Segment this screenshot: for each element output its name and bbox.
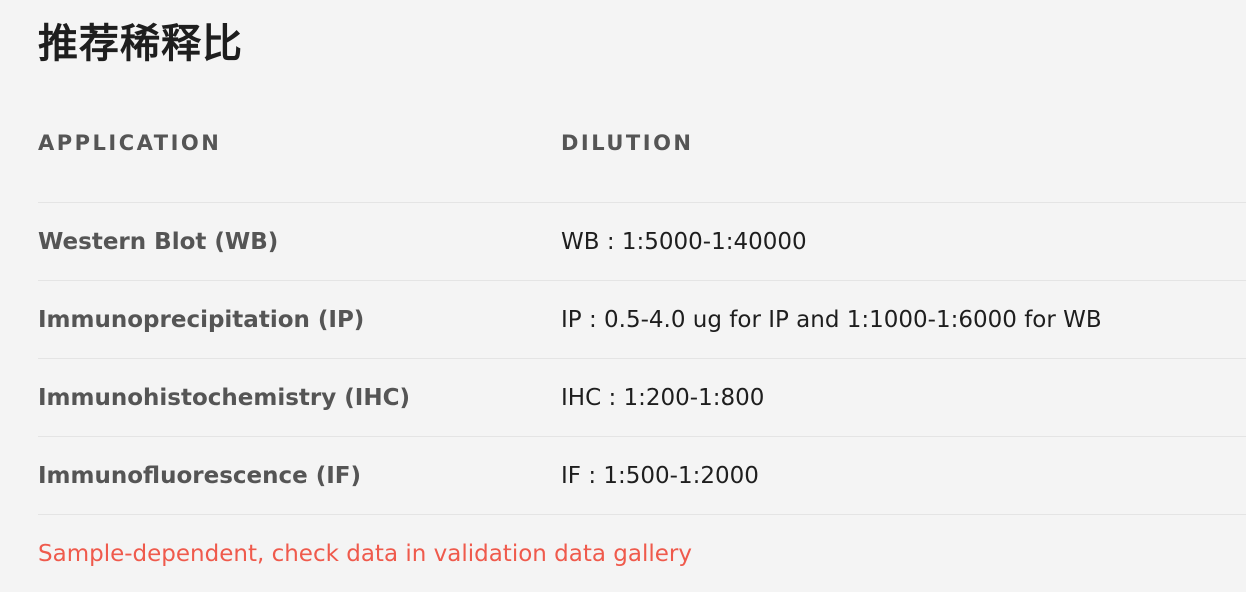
application-cell: Immunohistochemistry (IHC) <box>38 384 410 411</box>
header-application: APPLICATION <box>38 131 222 155</box>
note-row: Sample-dependent, check data in validati… <box>38 515 1246 592</box>
dilution-cell: IHC : 1:200-1:800 <box>561 384 765 411</box>
dilution-cell: WB : 1:5000-1:40000 <box>561 228 807 255</box>
table-row: Immunofluorescence (IF) IF : 1:500-1:200… <box>38 437 1246 515</box>
application-cell: Western Blot (WB) <box>38 228 279 255</box>
table-row: Western Blot (WB) WB : 1:5000-1:40000 <box>38 203 1246 281</box>
validation-note: Sample-dependent, check data in validati… <box>38 540 692 567</box>
dilution-cell: IF : 1:500-1:2000 <box>561 462 759 489</box>
table-row: Immunoprecipitation (IP) IP : 0.5-4.0 ug… <box>38 281 1246 359</box>
header-dilution: DILUTION <box>561 131 694 155</box>
table-row: Immunohistochemistry (IHC) IHC : 1:200-1… <box>38 359 1246 437</box>
dilution-cell: IP : 0.5-4.0 ug for IP and 1:1000-1:6000… <box>561 306 1102 333</box>
application-cell: Immunoprecipitation (IP) <box>38 306 365 333</box>
dilution-table: APPLICATION DILUTION Western Blot (WB) W… <box>38 104 1246 592</box>
table-header-row: APPLICATION DILUTION <box>38 104 1246 203</box>
application-cell: Immunofluorescence (IF) <box>38 462 362 489</box>
section-title: 推荐稀释比 <box>38 21 243 67</box>
